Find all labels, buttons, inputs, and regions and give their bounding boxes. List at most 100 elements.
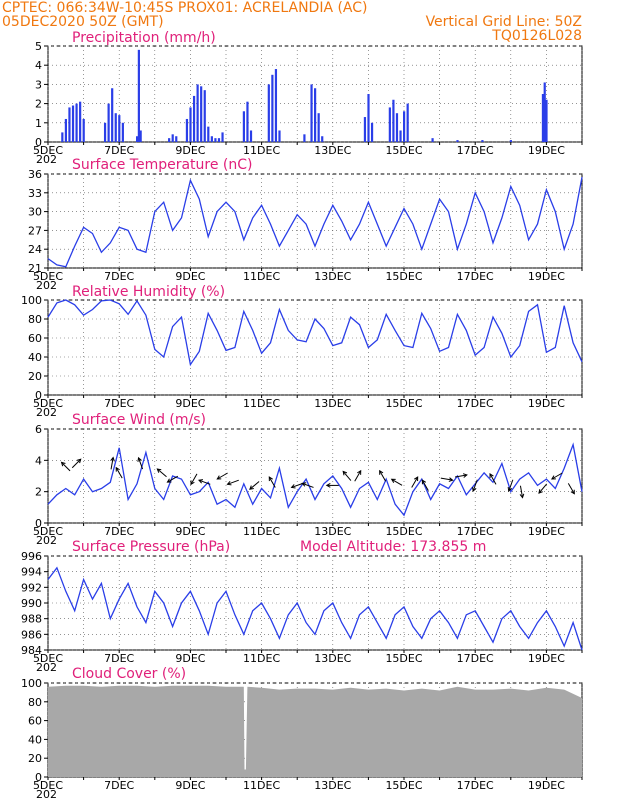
precip-bar	[388, 107, 391, 142]
wind-arrow-shaft	[249, 481, 260, 490]
x-tick-label: 19DEC	[528, 779, 565, 792]
y-tick-label: 36	[28, 168, 42, 181]
wind-arrow	[440, 477, 454, 482]
x-tick-label: 9DEC	[175, 779, 205, 792]
wind-arrow	[268, 476, 276, 488]
wind-arrow-shaft	[411, 476, 419, 488]
precip-bar	[541, 94, 545, 142]
wind-arrow-head	[216, 475, 222, 480]
wind-arrow	[156, 468, 167, 478]
wind-arrow-shaft	[354, 470, 362, 482]
x-tick-label: 11DEC	[243, 652, 280, 665]
wind-arrow	[538, 483, 548, 494]
wind-arrow	[166, 475, 179, 483]
x-tick-label: 7DEC	[104, 525, 134, 538]
y-tick-label: 0	[35, 136, 42, 149]
header-grid-line-note: Vertical Grid Line: 50Z	[426, 14, 582, 30]
x-tick-label: 15DEC	[385, 779, 422, 792]
wind-arrow-head	[325, 483, 331, 488]
x-tick-label: 7DEC	[104, 652, 134, 665]
x-tick-label: 13DEC	[314, 525, 351, 538]
wind-arrow-shaft	[110, 457, 114, 470]
year-stub-label: 202	[36, 153, 57, 166]
x-tick-label: 17DEC	[457, 270, 494, 283]
wind-arrow	[390, 478, 403, 486]
wind-arrow	[454, 473, 468, 478]
year-stub-label: 202	[36, 788, 57, 800]
wind-arrow-head	[342, 470, 348, 476]
wind-arrow-head	[357, 469, 362, 475]
year-stub-label: 202	[36, 406, 57, 419]
precip-bar	[171, 134, 174, 142]
x-tick-label: 5DEC	[33, 144, 63, 157]
wind-arrow-head	[489, 473, 494, 478]
precip-bar	[406, 103, 409, 142]
precip-bar	[271, 74, 274, 142]
wind-arrow-head	[507, 487, 513, 493]
y-tick-label: 100	[21, 677, 42, 690]
y-tick-label: 986	[21, 628, 42, 641]
wind-arrow-head	[462, 473, 468, 478]
x-tick-label: 17DEC	[457, 779, 494, 792]
panel-4: 0 2 4 6 5DEC 7DEC 9DEC 11DEC 13DEC 15DEC 17DEC 19DE…	[33, 412, 583, 547]
precip-bar	[61, 132, 64, 142]
wind-arrow-head	[60, 461, 66, 467]
y-tick-label: 20	[28, 370, 42, 383]
wind-arrow-head	[379, 469, 384, 475]
panel-5: 984 986 988 990 992 994 996 5DEC 7DEC 9DEC 11DEC 13…	[21, 539, 583, 674]
wind-arrow-shaft	[71, 458, 82, 469]
wind-arrow	[567, 483, 575, 495]
wind-arrow	[290, 482, 304, 489]
y-tick-label: 20	[28, 752, 42, 765]
y-tick-label: 996	[21, 550, 42, 563]
precip-bar	[221, 132, 224, 142]
wind-arrow	[71, 458, 82, 469]
precip-bar	[543, 82, 546, 142]
x-tick-label: 15DEC	[385, 525, 422, 538]
wind-arrow-shaft	[379, 470, 387, 482]
precip-bar	[64, 118, 67, 142]
precip-bar	[207, 126, 210, 142]
x-tick-label: 19DEC	[528, 652, 565, 665]
precip-bar	[68, 107, 71, 142]
year-stub-label: 202	[36, 279, 57, 292]
wind-arrow-shaft	[489, 473, 497, 485]
wind-arrow-shaft	[138, 457, 144, 470]
y-tick-label: 3	[35, 78, 42, 91]
wind-arrow-shaft	[167, 475, 179, 483]
y-tick-label: 990	[21, 597, 42, 610]
wind-arrow-shaft	[538, 483, 548, 494]
panel-title: Surface Wind (m/s)	[72, 412, 206, 428]
wind-arrow	[507, 479, 514, 493]
model-altitude-label: Model Altitude: 173.855 m	[300, 539, 486, 555]
y-tick-label: 0	[35, 389, 42, 402]
x-tick-label: 15DEC	[385, 652, 422, 665]
series-line	[47, 299, 583, 367]
wind-arrow	[190, 473, 198, 486]
wind-arrow-shaft	[61, 462, 71, 472]
x-tick-label: 9DEC	[175, 144, 205, 157]
x-tick-label: 7DEC	[104, 144, 134, 157]
x-tick-label: 5DEC	[33, 270, 63, 283]
x-tick-label: 19DEC	[528, 144, 565, 157]
x-tick-label: 17DEC	[457, 525, 494, 538]
header: CPTEC: 066:34W-10:45S PROX01: ACRELANDIA…	[2, 0, 582, 44]
precip-bar	[121, 122, 124, 142]
wind-arrow	[325, 483, 339, 488]
x-tick-label: 7DEC	[104, 779, 134, 792]
wind-arrow	[110, 456, 115, 470]
y-tick-label: 80	[28, 696, 42, 709]
precip-bar	[75, 103, 78, 142]
precip-bar	[303, 134, 306, 142]
panel-6: 0 20 40 60 80 100 5DEC 7DEC 9DEC 11DEC 13DEC 15DEC 1…	[21, 666, 583, 800]
wind-arrow	[550, 472, 563, 480]
wind-arrow	[472, 479, 478, 493]
precip-bar	[456, 140, 459, 142]
precip-bar	[246, 101, 249, 142]
precip-bar	[274, 69, 278, 142]
y-tick-label: 0	[35, 517, 42, 530]
wind-arrow	[198, 479, 211, 485]
wind-arrow-shaft	[342, 471, 352, 481]
panel-2: 21 24 27 30 33 36 5DEC 7DEC 9DEC 11DEC 13DEC 15DEC 1…	[28, 157, 583, 292]
